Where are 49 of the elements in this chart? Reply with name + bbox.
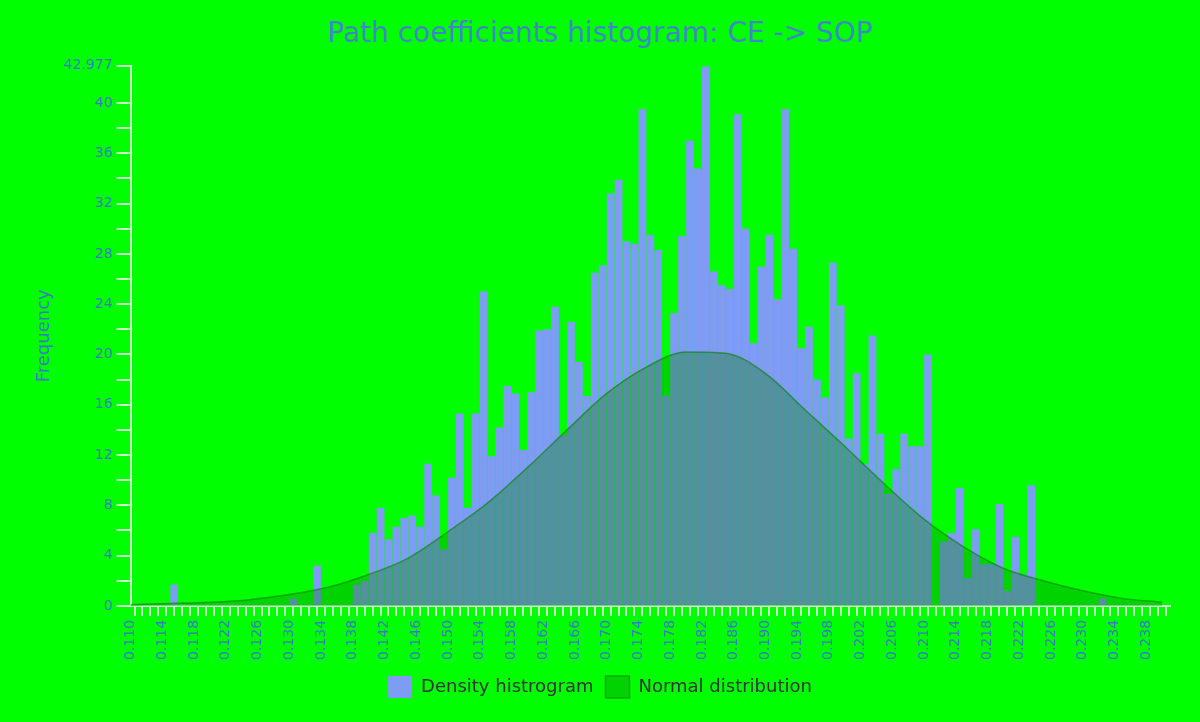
y-tick-label: 4 xyxy=(103,546,113,563)
x-tick-label: 0.134 xyxy=(311,619,328,661)
x-tick-label: 0.174 xyxy=(629,619,646,661)
x-tick-label: 0.158 xyxy=(502,619,519,661)
y-tick-label: 42.977 xyxy=(63,56,113,73)
x-tick-label: 0.202 xyxy=(851,619,868,661)
x-tick-label: 0.154 xyxy=(470,619,487,661)
x-tick-label: 0.142 xyxy=(375,619,392,661)
chart-title: Path coefficients histogram: CE -> SOP xyxy=(327,16,873,50)
x-tick-label: 0.198 xyxy=(819,619,836,661)
x-tick-label: 0.222 xyxy=(1009,619,1026,661)
x-tick-label: 0.186 xyxy=(724,619,741,661)
x-tick-label: 0.190 xyxy=(755,619,772,661)
x-tick-label: 0.214 xyxy=(946,619,963,661)
y-tick-label: 8 xyxy=(103,495,113,512)
x-tick-label: 0.178 xyxy=(660,619,677,661)
y-tick-label: 20 xyxy=(94,345,113,362)
x-tick-label: 0.138 xyxy=(343,619,360,661)
x-tick-label: 0.118 xyxy=(184,619,201,661)
x-tick-label: 0.206 xyxy=(882,619,899,661)
y-tick-label: 12 xyxy=(94,445,113,462)
x-tick-label: 0.210 xyxy=(914,619,931,661)
y-tick-label: 24 xyxy=(94,294,113,311)
y-tick-label: 0 xyxy=(103,596,113,613)
y-axis-title: Frequency xyxy=(32,288,54,383)
x-tick-label: 0.182 xyxy=(692,619,709,661)
x-tick-label: 0.126 xyxy=(248,619,265,661)
y-tick-label: 32 xyxy=(94,194,113,211)
x-tick-label: 0.166 xyxy=(565,619,582,661)
x-tick-label: 0.146 xyxy=(406,619,423,661)
x-tick-label: 0.170 xyxy=(597,619,614,661)
x-tick-label: 0.218 xyxy=(978,619,995,661)
legend-label: Normal distribution xyxy=(638,674,812,696)
x-tick-label: 0.162 xyxy=(533,619,550,661)
x-tick-label: 0.238 xyxy=(1136,619,1153,661)
y-tick-label: 28 xyxy=(94,244,113,261)
legend-label: Density histrogram xyxy=(421,674,594,696)
x-tick-label: 0.110 xyxy=(121,619,138,661)
x-tick-label: 0.130 xyxy=(279,619,296,661)
x-tick-label: 0.114 xyxy=(152,619,169,661)
x-tick-label: 0.150 xyxy=(438,619,455,661)
y-tick-label: 36 xyxy=(94,143,113,160)
x-tick-label: 0.194 xyxy=(787,619,804,661)
y-tick-label: 40 xyxy=(94,93,113,110)
x-tick-label: 0.226 xyxy=(1041,619,1058,661)
x-tick-label: 0.122 xyxy=(216,619,233,661)
x-tick-label: 0.230 xyxy=(1073,619,1090,661)
x-tick-label: 0.234 xyxy=(1105,619,1122,661)
y-tick-label: 16 xyxy=(94,395,113,412)
